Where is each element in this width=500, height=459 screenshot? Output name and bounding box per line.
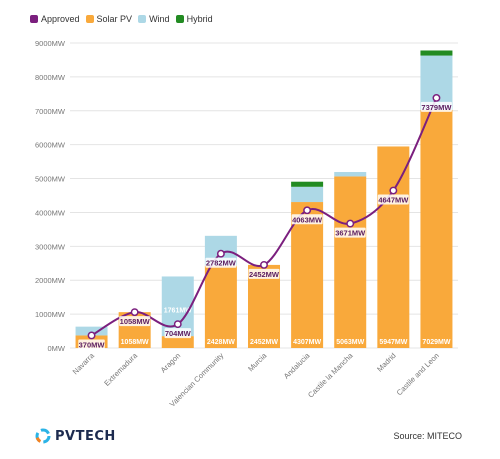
y-tick-label: 0MW [48,344,66,353]
pvtech-logo-icon [35,428,51,444]
bar-value-label: 7029MW [422,339,450,346]
legend-item-wind[interactable]: Wind [138,14,170,24]
y-tick-label: 8000MW [35,73,66,82]
approved-label-bg [377,194,409,205]
bar-hybrid [420,50,453,56]
bar-value-label: 2452MW [250,339,278,346]
approved-point [130,308,139,317]
legend-label-approved: Approved [41,14,80,24]
y-tick-label: 4000MW [35,208,66,217]
legend-swatch-approved [30,15,38,23]
legend-item-solar-pv[interactable]: Solar PV [85,14,133,24]
bar-solar-pv [334,176,367,348]
approved-value-label: 7379MW [421,103,452,112]
approved-label-bg [119,316,151,327]
y-tick-label: 5000MW [35,175,66,184]
x-tick-label: Navarra [71,350,97,376]
approved-value-label: 1058MW [120,317,151,326]
approved-point [173,320,182,329]
x-tick-label: Castile and Leon [395,351,441,397]
approved-label-bg [78,339,105,350]
legend-label-solar-pv: Solar PV [96,14,133,24]
y-tick-label: 9000MW [35,39,66,48]
bar-value-label: 2428MW [207,339,235,346]
wind-value-label: 1761MW [164,307,192,314]
bar-wind [334,172,367,177]
legend-swatch-solar-pv [85,15,94,23]
x-tick-label: Aragon [159,351,182,374]
approved-point [87,331,96,340]
bar-wind [75,326,108,336]
approved-label-bg [420,101,452,112]
approved-point [260,260,268,269]
bar-value-label: 5063MW [336,339,364,346]
approved-label-bg [291,214,323,225]
approved-label-bg [205,257,237,268]
y-tick-label: 7000MW [35,107,66,116]
bar-value-label: 1058MW [121,339,149,346]
x-tick-label: Murcia [246,350,269,373]
bar-value-label: 5947MW [379,339,407,346]
x-tick-label: Castile la Mancha [306,350,355,399]
y-tick-label: 3000MW [35,242,66,251]
pvtech-logo-text: PVTECH [55,428,116,444]
bar-hybrid [291,181,324,187]
approved-value-label: 704MW [165,329,192,338]
legend-item-approved[interactable]: Approved [30,14,80,24]
approved-value-label: 370MW [79,340,106,349]
approved-point [389,186,398,195]
approved-value-label: 3671MW [335,229,366,238]
y-tick-label: 6000MW [35,141,66,150]
approved-point [346,219,355,228]
approved-value-label: 4063MW [292,215,323,224]
bar-value-label: 4307MW [293,339,321,346]
approved-value-label: 2782MW [206,259,237,268]
approved-label-bg [334,227,366,238]
chart-legend: Approved Solar PV Wind Hybrid [30,14,213,24]
approved-label-bg [164,328,192,339]
bar-solar-pv [161,336,194,348]
x-tick-label: Madrid [375,351,398,374]
legend-swatch-wind [138,15,147,23]
bar-solar-pv [204,265,237,348]
bar-solar-pv [377,146,410,348]
x-tick-label: Andalucia [282,350,312,380]
approved-label-bg [248,268,280,279]
legend-swatch-hybrid [175,15,184,23]
legend-item-hybrid[interactable]: Hybrid [175,14,213,24]
y-tick-label: 2000MW [35,276,66,285]
approved-value-label: 2452MW [249,270,280,279]
legend-label-wind: Wind [149,14,170,24]
approved-point [216,249,225,258]
pvtech-logo: PVTECH [34,427,116,445]
bar-solar-pv [420,109,453,348]
legend-label-hybrid: Hybrid [186,14,213,24]
y-tick-label: 1000MW [35,310,66,319]
approved-value-label: 4647MW [378,196,409,205]
bar-solar-pv [291,202,324,348]
source-note: Source: MITECO [393,431,462,441]
approved-point [432,93,441,102]
x-tick-label: Extremadura [102,350,139,387]
approved-point [303,206,312,215]
bar-wind [291,186,324,203]
